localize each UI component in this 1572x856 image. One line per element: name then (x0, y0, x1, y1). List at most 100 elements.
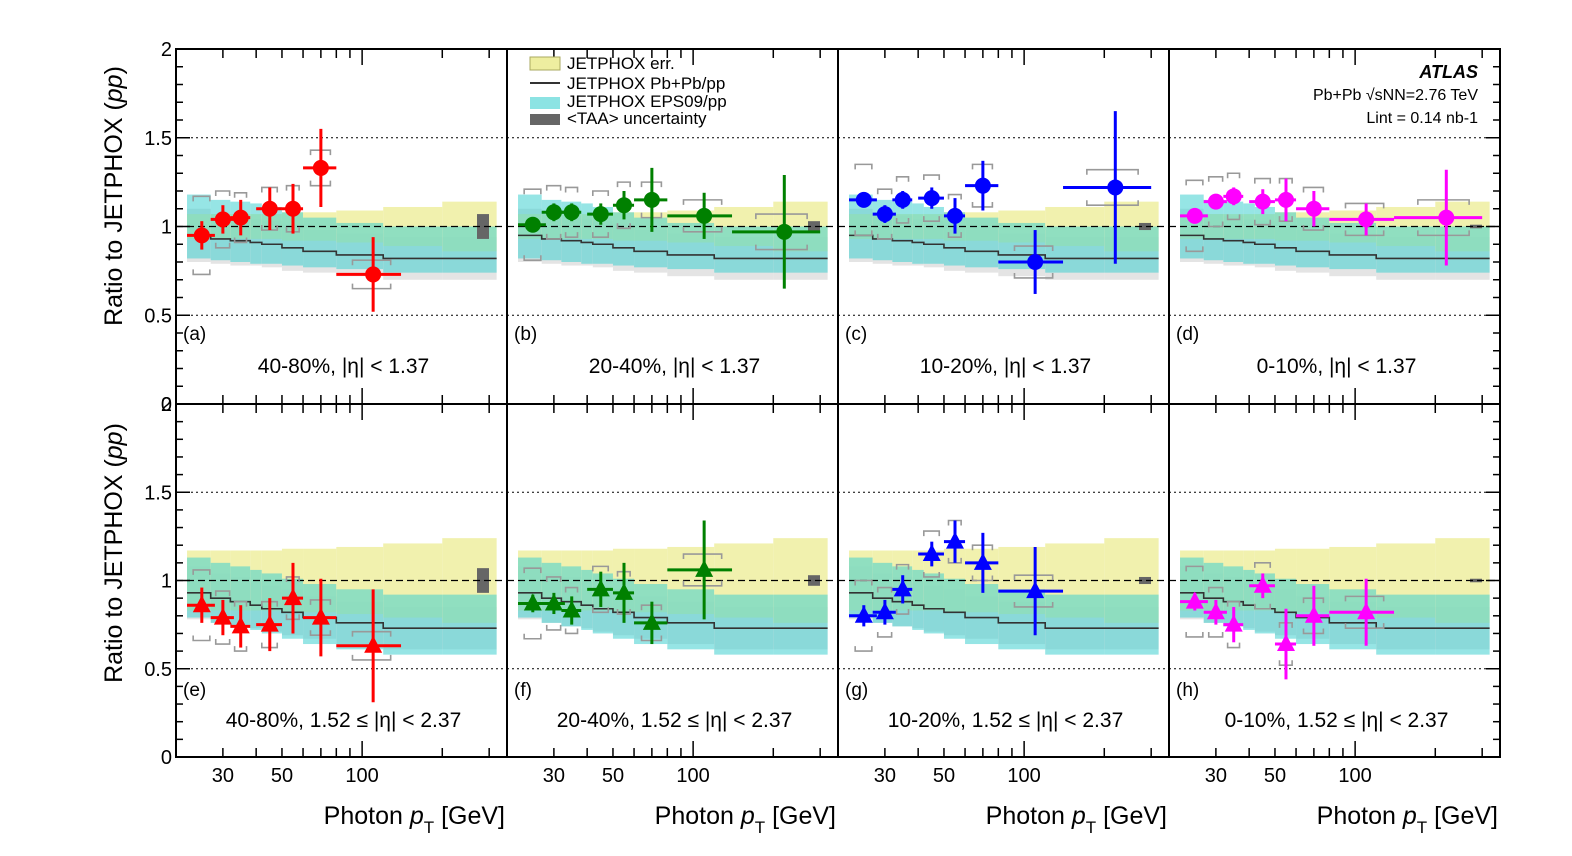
panel-label-e: 40-80%, 1.52 ≤ |η| < 2.37 (226, 709, 462, 732)
data-point-f-1 (541, 576, 565, 631)
data-point-g-5 (965, 532, 999, 593)
data-point-b-4 (612, 181, 635, 230)
ytick-label-row0-0: 0 (161, 394, 172, 416)
band-eps09-d-4 (1254, 206, 1275, 264)
band-eps09-a-1 (210, 199, 231, 261)
sys-bracket (1013, 245, 1054, 279)
sys-bracket (1086, 168, 1139, 206)
band-eps09-g-0 (849, 557, 873, 618)
sys-bracket (1185, 179, 1204, 253)
band-eps09-f-4 (592, 573, 613, 634)
data-point-c-1 (872, 188, 896, 240)
taa-box-d (1470, 224, 1482, 229)
data-point-c-5 (965, 160, 999, 211)
x-axis-title-sub: T (1086, 818, 1096, 837)
marker-triangle (1357, 602, 1376, 620)
y-axis-title-top-main: Ratio to JETPHOX ( (100, 102, 128, 326)
x-axis-title-main: Photon (1317, 802, 1403, 830)
data-point-a-0 (187, 195, 215, 276)
data-point-d-1 (1203, 176, 1227, 228)
data-point-b-7 (732, 175, 821, 289)
panel-label-d: 0-10%, |η| < 1.37 (1257, 355, 1417, 378)
ytick-label-row1-4: 2 (161, 394, 172, 416)
panel-tag-d: (d) (1176, 324, 1199, 345)
marker-triangle (311, 607, 330, 625)
band-eps09-g-3 (912, 569, 924, 630)
band-eps09-h-3 (1243, 569, 1255, 630)
marker-triangle (945, 531, 964, 549)
panel-tag-c: (c) (845, 324, 867, 345)
sys-bracket (523, 567, 542, 640)
marker-circle (923, 190, 940, 207)
grid-lines (176, 137, 1500, 670)
panel-label-g: 10-20%, 1.52 ≤ |η| < 2.37 (888, 709, 1124, 732)
data-point-c-2 (892, 176, 913, 224)
y-axis-title-bottom-italic: pp (100, 431, 128, 460)
sys-bracket (854, 579, 873, 652)
x-axis-title-main: Photon (986, 802, 1072, 830)
marker-circle (1027, 254, 1044, 270)
ytick-label-row1-3: 1.5 (144, 482, 172, 504)
sys-bracket (876, 188, 893, 240)
x-axis-title-unit: [GeV] (434, 802, 505, 830)
sys-bracket (1226, 600, 1241, 649)
marker-triangle (523, 593, 542, 611)
data-point-g-0 (849, 579, 877, 652)
marker-circle (1358, 211, 1375, 228)
sys-bracket (895, 563, 910, 615)
data-point-f-0 (518, 567, 546, 640)
data-point-g-1 (872, 586, 896, 638)
band-eps09-e-7 (336, 589, 384, 650)
data-point-e-5 (303, 578, 337, 657)
marker-triangle (973, 552, 992, 570)
data-point-a-5 (303, 128, 337, 207)
marker-circle (1186, 207, 1203, 224)
taa-box-c (1139, 222, 1151, 231)
data-point-b-5 (634, 167, 668, 232)
data-point-g-3 (918, 530, 944, 578)
data-point-g-4 (943, 519, 966, 564)
x-axis-title-h: Photon pT [GeV] (1317, 802, 1498, 837)
panel-label-h: 0-10%, 1.52 ≤ |η| < 2.37 (1225, 709, 1449, 732)
band-eps09-d-7 (1329, 222, 1377, 270)
x-axis-title-sub: T (1417, 818, 1427, 837)
marker-triangle (875, 602, 894, 620)
marker-triangle (1253, 575, 1272, 593)
marker-circle (776, 223, 793, 240)
band-eps09-a-4 (261, 206, 282, 264)
band-eps09-d-3 (1243, 203, 1255, 264)
data-point-b-2 (561, 186, 582, 238)
axis-labels: (a) 40-80%, |η| < 1.37 (b) 20-40%, |η| < 1.… (144, 39, 1498, 837)
data-point-a-2 (230, 191, 251, 244)
atlas-energy: Pb+Pb √sNN=2.76 TeV (1313, 87, 1478, 104)
xtick-label-f-30: 30 (543, 765, 565, 787)
band-eps09-e-2 (230, 566, 251, 627)
sys-bracket (682, 553, 723, 587)
panel-tag-h: (h) (1176, 680, 1199, 701)
legend-label-err: JETPHOX err. (567, 54, 675, 73)
band-eps09-h-8 (1376, 594, 1436, 655)
xtick-label-e-50: 50 (271, 765, 293, 787)
atlas-label: ATLAS Pb+Pb √sNN=2.76 TeV Lint = 0.14 nb… (1313, 62, 1478, 127)
marker-triangle (591, 579, 610, 597)
taa-box-f (808, 575, 820, 586)
panel-label-b: 20-40%, |η| < 1.37 (589, 355, 760, 378)
marker-triangle (260, 614, 279, 632)
marker-circle (894, 191, 911, 208)
sys-bracket (214, 190, 231, 249)
data-point-a-6 (336, 237, 402, 312)
legend: JETPHOX err. JETPHOX Pb+Pb/pp JETPHOX EP… (529, 54, 727, 128)
theory-line-d (1180, 234, 1490, 260)
band-eps09-g-5 (943, 578, 966, 639)
x-axis-title-unit: [GeV] (1427, 802, 1498, 830)
marker-circle (1438, 209, 1455, 226)
data-point-d-2 (1223, 172, 1244, 221)
marker-circle (643, 191, 660, 208)
sys-bracket (214, 590, 231, 645)
band-eps09-g-9 (1104, 594, 1159, 655)
panel-tag-a: (a) (183, 324, 206, 345)
band-eps09-f-7 (667, 589, 715, 650)
taa-box-h (1470, 578, 1482, 583)
band-eps09-b-7 (667, 222, 715, 270)
